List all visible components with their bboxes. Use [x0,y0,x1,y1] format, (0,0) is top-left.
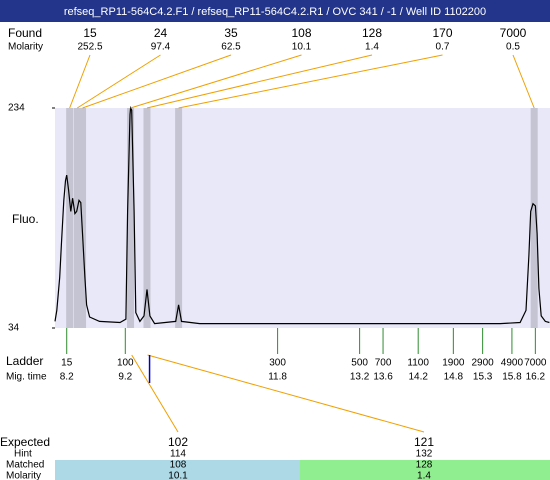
found-size: 170 [432,26,452,40]
y-tick-label: 34 [8,323,20,334]
peak-band [143,108,151,328]
ladder-time: 8.2 [60,372,74,383]
matched: 108 [170,460,187,471]
peak-band [175,108,183,328]
ladder-size: 1100 [407,358,429,369]
ladder-size: 700 [375,358,392,369]
match-block [300,460,550,480]
peak-band [66,108,74,328]
found-molarity: 1.4 [365,42,379,53]
found-connector [82,54,232,109]
y-axis-label: Fluo. [12,212,39,226]
found-connector [130,54,302,109]
peak-band [79,108,87,328]
ladder-time: 9.2 [118,372,132,383]
ladder-size: 100 [117,358,134,369]
ladder-size: 300 [269,358,286,369]
ladder-time: 14.8 [444,372,464,383]
peak-band [127,108,135,328]
found-molarity: 62.5 [221,42,241,53]
expected-molarity-label: Molarity [6,471,41,480]
found-connector [512,54,535,109]
expected-connector [147,354,425,433]
plot-area [55,108,550,328]
hint: 132 [416,449,433,460]
ladder-time: 13.6 [373,372,393,383]
ladder-time: 11.8 [268,372,287,383]
found-size: 24 [154,26,168,40]
ladder-time: 15.3 [473,372,493,383]
found-size: 7000 [500,26,527,40]
match-block [55,460,300,480]
found-molarity: 252.5 [77,42,102,53]
found-label: Found [8,26,42,40]
matched-molarity: 10.1 [168,471,188,480]
expected-size: 102 [168,435,188,449]
expected-size: 121 [414,435,434,449]
found-connector [178,54,443,109]
ladder-time: 16.2 [526,372,546,383]
ladder-size: 2900 [472,358,495,369]
found-molarity: 0.5 [506,42,520,53]
title-bar [0,0,550,22]
ladder-size: 15 [61,358,73,369]
ladder-size: 4900 [501,358,524,369]
matched-label: Matched [6,460,44,471]
found-molarity: 97.4 [151,42,171,53]
ladder-size: 1900 [442,358,465,369]
found-connector [76,54,161,109]
hint-label: Hint [14,449,32,460]
trace [54,105,550,325]
expected-connector [131,354,179,433]
ladder-time: 15.8 [502,372,522,383]
expected-label: Expected [0,435,50,449]
found-molarity: 0.7 [436,42,450,53]
found-connector [146,54,373,109]
ladder-time: 13.2 [350,372,370,383]
mig-time-label: Mig. time [6,372,47,383]
matched: 128 [416,460,433,471]
y-tick-label: 234 [8,103,25,114]
found-size: 35 [224,26,238,40]
found-size: 108 [291,26,311,40]
title: refseq_RP11-564C4.2.F1 / refseq_RP11-564… [64,6,486,18]
ladder-label: Ladder [6,354,43,368]
found-size: 15 [83,26,97,40]
ladder-size: 500 [351,358,368,369]
peak-band [73,108,81,328]
matched-molarity: 1.4 [417,471,431,480]
hint: 114 [170,449,186,460]
found-molarity: 10.1 [292,42,312,53]
ladder-time: 14.2 [408,372,428,383]
ladder-size: 7000 [524,358,547,369]
peak-band [530,108,538,328]
found-connector [69,54,91,109]
molarity-label: Molarity [8,42,43,53]
found-size: 128 [362,26,382,40]
